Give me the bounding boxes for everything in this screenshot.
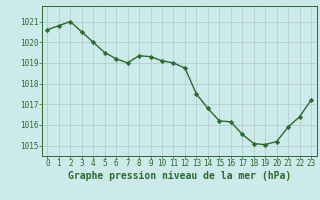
X-axis label: Graphe pression niveau de la mer (hPa): Graphe pression niveau de la mer (hPa)	[68, 171, 291, 181]
